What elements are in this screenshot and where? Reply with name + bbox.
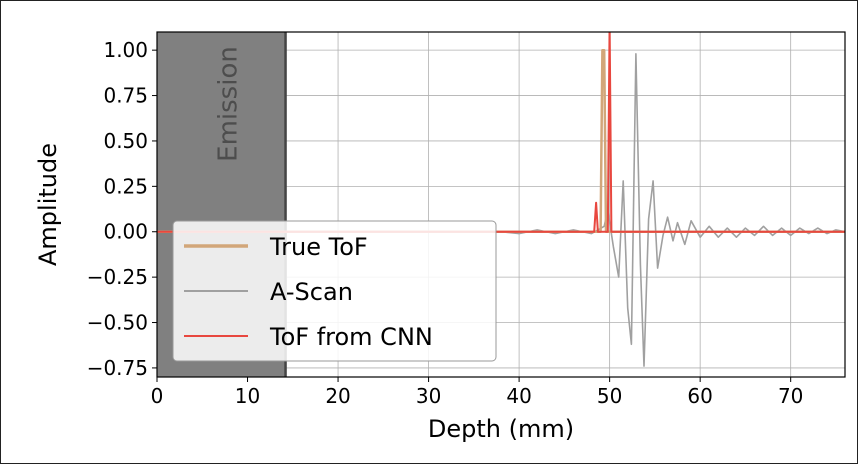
x-tick-label: 50 (597, 384, 622, 408)
plot-border (156, 31, 846, 378)
y-tick-label: 0.50 (103, 129, 148, 153)
series-line-1 (285, 52, 845, 367)
y-tick-label: 0.75 (103, 84, 148, 108)
emission-label: Emission (214, 46, 244, 162)
y-tick-label: 1.00 (103, 38, 148, 62)
series-lines (157, 32, 845, 367)
x-axis-title: Depth (mm) (428, 415, 574, 443)
x-tick-label: 0 (151, 384, 164, 408)
legend: True ToF A-Scan ToF from CNN (172, 220, 497, 362)
legend-label: ToF from CNN (269, 323, 433, 351)
y-tick-label: −0.25 (87, 265, 148, 289)
legend-box (172, 220, 497, 362)
y-tick-label: 0.25 (103, 174, 148, 198)
x-tick-label: 60 (687, 384, 712, 408)
x-tick-label: 70 (778, 384, 803, 408)
y-tick-label: −0.50 (87, 311, 148, 335)
x-tick-label: 30 (416, 384, 441, 408)
series-line-2 (157, 32, 845, 233)
x-tick-label: 40 (506, 384, 531, 408)
legend-label: A-Scan (270, 278, 353, 306)
y-tick-label: −0.75 (87, 356, 148, 380)
y-axis-title: Amplitude (34, 143, 62, 266)
x-axis: 0 10 20 30 40 50 60 70 (151, 377, 803, 408)
x-tick-label: 20 (325, 384, 350, 408)
y-axis: 1.00 0.75 0.50 0.25 0.00 −0.25 −0.50 −0.75 (87, 38, 157, 380)
x-tick-label: 10 (235, 384, 260, 408)
y-tick-label: 0.00 (103, 220, 148, 244)
legend-label: True ToF (269, 233, 368, 261)
